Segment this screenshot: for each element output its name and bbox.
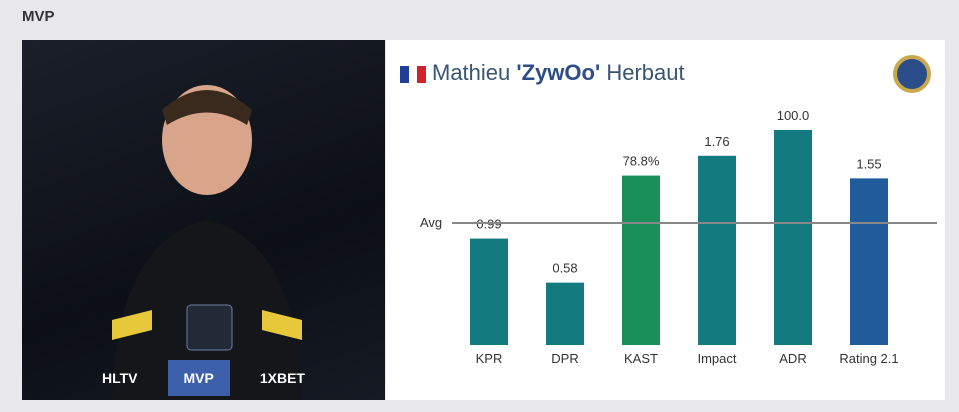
value-label: 78.8% <box>623 154 660 169</box>
value-label: 0.99 <box>476 217 501 232</box>
badge: MVP <box>167 360 230 396</box>
value-label: 100.0 <box>777 108 810 123</box>
first-name: Mathieu <box>432 60 511 85</box>
x-tick-label: ADR <box>779 351 806 366</box>
player-name: Mathieu 'ZywOo' Herbaut <box>432 60 685 86</box>
x-tick-label: KPR <box>476 351 503 366</box>
bar <box>622 175 660 345</box>
player-photo: HLTV MVP 1XBET <box>22 40 385 400</box>
bar <box>774 130 812 345</box>
x-tick-label: DPR <box>551 351 578 366</box>
bar <box>850 178 888 345</box>
x-tick-label: KAST <box>624 351 658 366</box>
x-tick-label: Impact <box>697 351 736 366</box>
value-label: 0.58 <box>552 261 577 276</box>
bar <box>470 238 508 345</box>
reference-label: Avg <box>420 215 442 230</box>
nickname: 'ZywOo' <box>516 60 601 85</box>
value-label: 1.55 <box>856 156 881 171</box>
chart: 0.99 KPR 0.58 DPR 78.8% KAST 1.76 Impact 100.0 AD… <box>420 108 937 366</box>
x-tick-label: Rating 2.1 <box>839 351 898 366</box>
flag <box>400 66 427 83</box>
badge-bar: HLTV MVP 1XBET <box>22 356 385 400</box>
last-name: Herbaut <box>606 60 685 85</box>
player-silhouette <box>112 85 302 400</box>
value-label: 1.76 <box>704 134 729 149</box>
event-logo <box>893 55 931 93</box>
badge: 1XBET <box>259 370 305 386</box>
bar <box>546 282 584 345</box>
badge: HLTV <box>102 370 138 386</box>
section-title: MVP <box>22 8 55 25</box>
stats-panel: Mathieu 'ZywOo' Herbaut 0.99 KPR 0.58 DPR 78… <box>386 40 945 400</box>
bar <box>698 155 736 345</box>
